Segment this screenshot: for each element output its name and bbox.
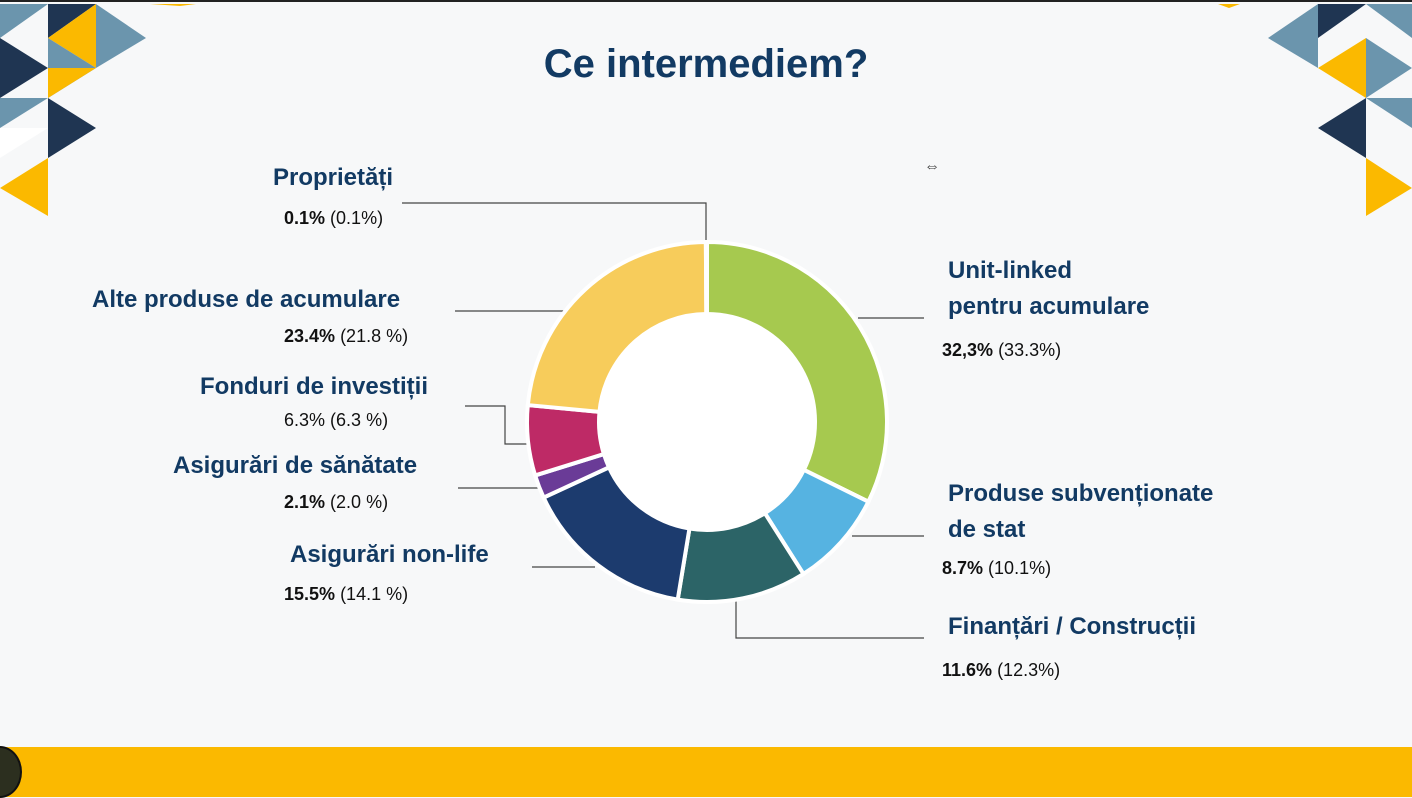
prev-value: (33.3%) — [998, 340, 1062, 360]
leader-line-finantari — [735, 595, 924, 639]
triangle-decor — [150, 4, 196, 6]
label-non-life: Asigurări non-life — [290, 541, 489, 568]
value-alte-produse: 23.4% (21.8 %) — [284, 326, 408, 347]
leader-line-proprietati — [402, 202, 707, 241]
triangle-decor — [1318, 4, 1366, 38]
triangle-decor — [1366, 158, 1412, 216]
prev-value: (0.1%) — [330, 208, 384, 228]
value-unit-linked: 32,3% (33.3%) — [942, 340, 1061, 361]
leader-line-fonduri — [465, 405, 532, 445]
slide-title: Ce intermediem? — [543, 42, 869, 86]
triangle-decor — [0, 158, 48, 216]
triangle-pattern-top-right — [1218, 4, 1412, 216]
label-fonduri: Fonduri de investiții — [200, 373, 429, 400]
value-text: 2.1% — [284, 492, 326, 512]
value-text: 6.3% — [284, 410, 326, 430]
prev-value: (6.3 %) — [330, 410, 389, 430]
prev-value: (21.8 %) — [340, 326, 409, 346]
triangle-decor — [1218, 4, 1240, 8]
triangle-decor — [1366, 98, 1412, 128]
triangle-decor — [1268, 4, 1318, 68]
value-text: 15.5% — [284, 584, 336, 604]
prev-value: (2.0 %) — [330, 492, 389, 512]
triangle-decor — [48, 4, 96, 68]
label-proprietati: Proprietăți — [273, 164, 394, 191]
value-sanatate: 2.1% (2.0 %) — [284, 492, 388, 513]
triangle-decor — [48, 98, 96, 158]
value-text: 0.1% — [284, 208, 326, 228]
triangle-decor — [0, 98, 48, 128]
resize-cursor-icon: ⇔ — [924, 158, 940, 175]
triangle-decor — [1366, 38, 1412, 98]
triangle-decor — [1366, 4, 1412, 38]
value-text: 32,3% — [942, 340, 994, 360]
triangle-decor — [1318, 38, 1366, 98]
label-unit-linked: Unit-linked pentru acumulare — [948, 253, 1149, 325]
prev-value: (10.1%) — [988, 558, 1052, 578]
donut-slice-6 — [525, 239, 709, 415]
donut-chart — [525, 239, 889, 604]
value-non-life: 15.5% (14.1 %) — [284, 584, 408, 605]
label-sanatate: Asigurări de sănătate — [173, 452, 418, 479]
triangle-decor — [96, 4, 146, 68]
label-line: Unit-linked — [948, 257, 1072, 284]
value-text: 11.6% — [942, 660, 993, 680]
label-line: Produse subvenționate — [948, 480, 1214, 507]
triangle-pattern-top-left — [0, 4, 196, 216]
triangle-decor — [48, 68, 96, 98]
value-text: 8.7% — [942, 558, 984, 578]
value-finantari: 11.6% (12.3%) — [942, 660, 1060, 681]
donut-hole — [600, 315, 814, 529]
triangle-decor — [0, 4, 48, 38]
triangle-decor — [0, 38, 48, 98]
label-line: pentru acumulare — [948, 293, 1150, 320]
donut-slice-7 — [703, 239, 709, 317]
label-finantari: Finanțări / Construcții — [948, 613, 1197, 640]
prev-value: (14.1 %) — [340, 584, 409, 604]
triangle-decor — [0, 128, 48, 158]
donut-slice-0 — [705, 239, 889, 505]
triangle-decor — [1318, 98, 1366, 158]
label-line: de stat — [948, 516, 1026, 543]
leader-lines — [402, 202, 924, 639]
value-fonduri: 6.3% (6.3 %) — [284, 410, 388, 431]
top-border — [0, 0, 1412, 2]
label-alte-produse: Alte produse de acumulare — [92, 286, 401, 313]
footer-bar — [0, 747, 1412, 797]
value-proprietati: 0.1% (0.1%) — [284, 208, 383, 229]
prev-value: (12.3%) — [997, 660, 1061, 680]
label-subventionate: Produse subvenționate de stat — [948, 476, 1213, 548]
value-subventionate: 8.7% (10.1%) — [942, 558, 1051, 579]
value-text: 23.4% — [284, 326, 336, 346]
